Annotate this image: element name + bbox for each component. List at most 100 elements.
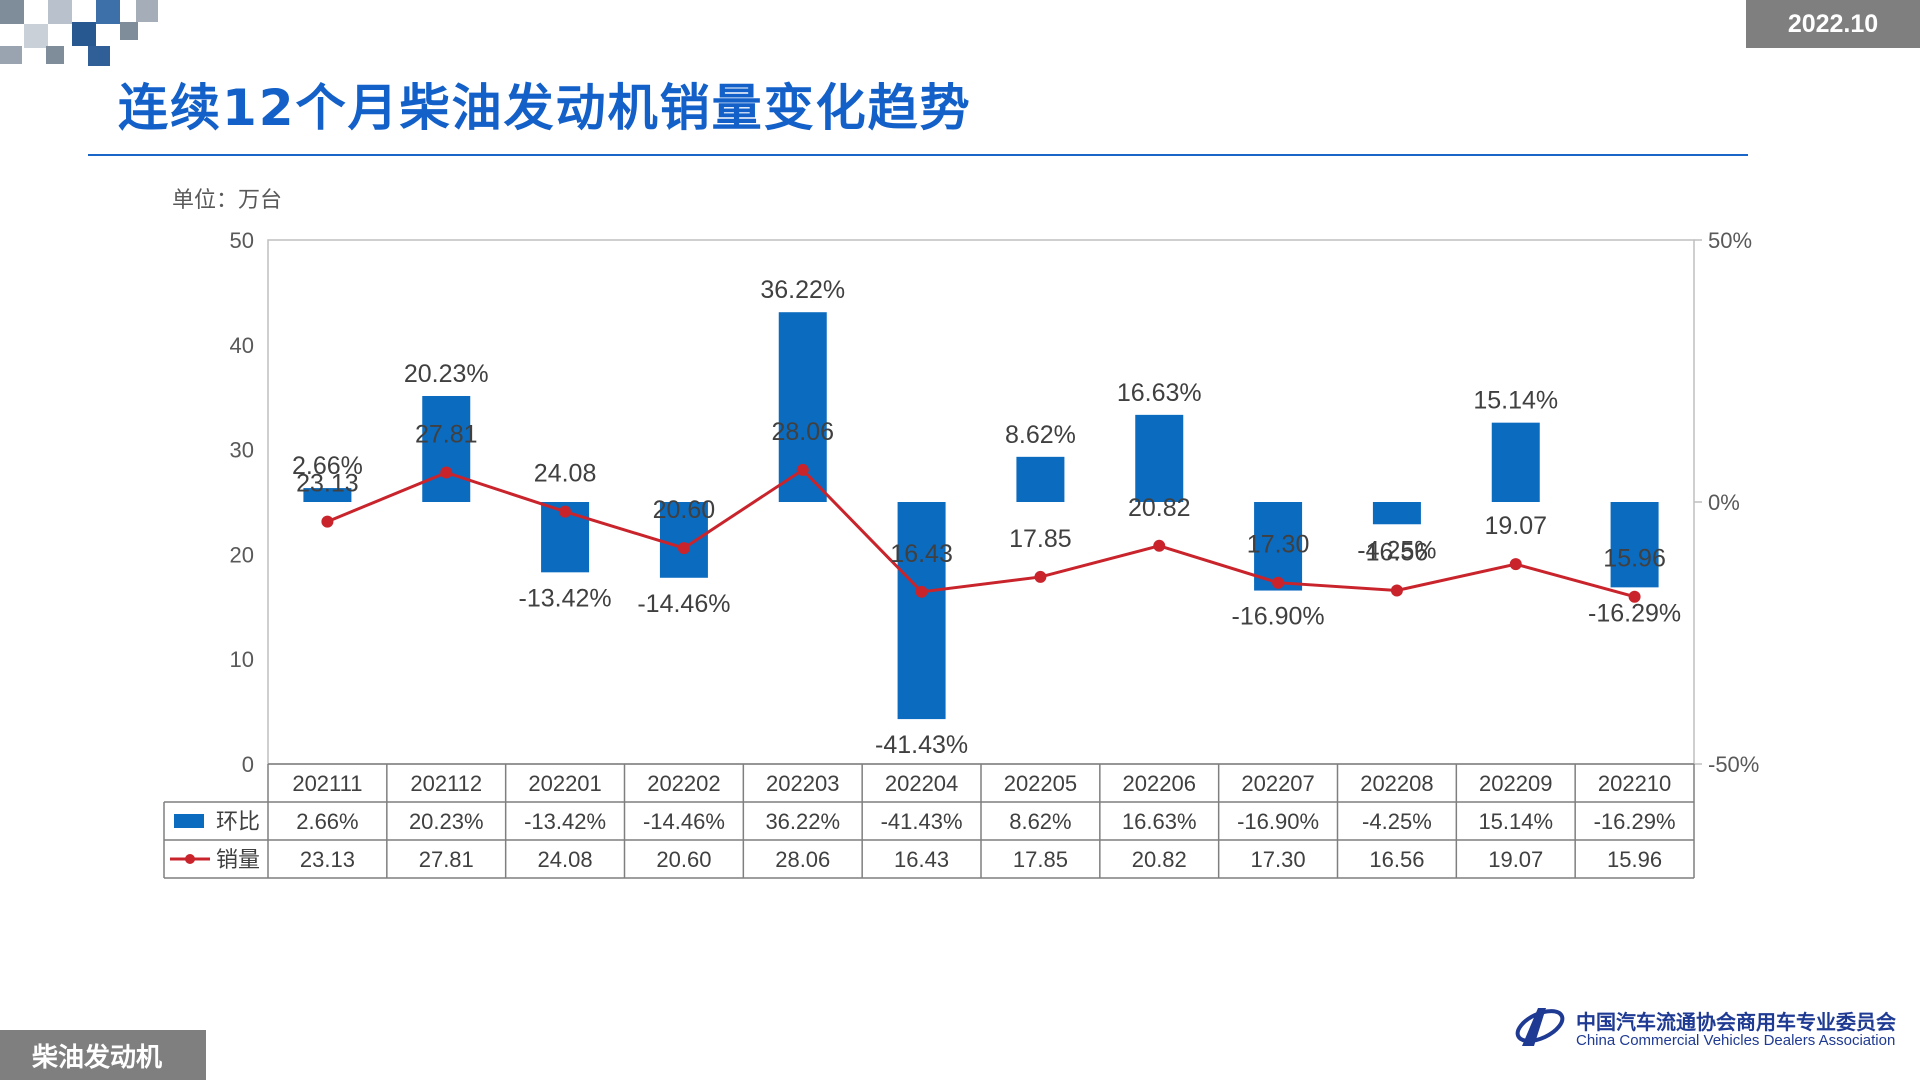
line-point [1628,590,1641,603]
line-data-label: 19.07 [1484,512,1547,540]
legend-bar-label: 环比 [216,810,260,835]
bar-data-label: -16.29% [1588,599,1681,627]
table-cell-sales: 23.13 [300,847,355,872]
y-left-tick-label: 0 [242,752,254,777]
bar [1254,502,1303,591]
table-cell-mom: -13.42% [524,809,606,834]
x-category-label: 202202 [647,771,720,796]
table-cell-mom: -4.25% [1362,809,1432,834]
x-category-label: 202203 [766,771,839,796]
legend-bar-swatch [174,814,204,828]
table-cell-sales: 17.30 [1251,847,1306,872]
table-cell-mom: 15.14% [1478,809,1553,834]
y-right-tick-label: -50% [1708,752,1759,777]
bar [659,502,708,578]
line-data-label: 16.43 [890,540,953,568]
table-cell-mom: 8.62% [1009,809,1071,834]
section-tag: 柴油发动机 [0,1030,206,1080]
unit-label: 单位：万台 [172,188,283,213]
y-right-tick-label: 50% [1708,228,1752,253]
y-right-tick-label: 0% [1708,490,1740,515]
line-point [677,542,690,555]
bar [303,488,352,502]
y-left-tick-label: 30 [230,438,254,463]
x-category-label: 202206 [1123,771,1196,796]
line-point [321,515,334,528]
bar-data-label: 36.22% [760,276,845,304]
table-cell-mom: 2.66% [296,809,358,834]
table-cell-mom: 20.23% [409,809,484,834]
combo-chart: 0 10 20 30 40 50 -50% 0% 50% 2.66% 20.23% -13.42% -1… [163,228,1759,879]
line-data-label: 16.56 [1366,538,1429,566]
bar-data-label: -4.25% [1357,536,1436,564]
line-data-label: 17.30 [1247,531,1310,559]
line-point [559,505,572,518]
line-data-label: 15.96 [1603,545,1666,573]
table-cell-sales: 16.56 [1369,847,1424,872]
x-category-label: 202209 [1479,771,1552,796]
x-category-label: 202201 [528,771,601,796]
x-category-label: 202112 [410,771,482,796]
table-cell-mom: 16.63% [1122,809,1197,834]
table-cell-sales: 15.96 [1607,847,1662,872]
line-data-label: 24.08 [534,460,597,488]
table-cell-sales: 24.08 [538,847,593,872]
bar-data-label: 15.14% [1473,387,1558,415]
line-point [1390,584,1403,597]
y-left-tick-label: 40 [230,333,254,358]
org-name-en: China Commercial Vehicles Dealers Associ… [1576,1032,1896,1049]
line-point [915,585,928,598]
line-point [796,463,809,476]
table-cell-sales: 28.06 [775,847,830,872]
x-category-label: 202204 [885,771,958,796]
line-data-label: 23.13 [296,470,359,498]
title-divider [88,154,1748,156]
y-left-tick-label: 10 [230,647,254,672]
sales-line [326,467,1635,599]
line-point [440,466,453,479]
y-left-tick-label: 20 [230,542,254,567]
bar-data-label: -16.90% [1232,603,1325,631]
table-cell-mom: -16.29% [1594,809,1676,834]
org-name-cn: 中国汽车流通协会商用车专业委员会 [1576,1010,1896,1034]
table-cell-sales: 20.60 [656,847,711,872]
bar-data-label: 20.23% [404,360,489,388]
bar [1135,414,1184,502]
y-left-tick-label: 50 [230,228,254,253]
line-data-label: 17.85 [1009,525,1072,553]
legend-line-marker [185,854,195,864]
line-data-label: 27.81 [415,421,478,449]
x-category-label: 202208 [1360,771,1433,796]
table-cell-sales: 20.82 [1132,847,1187,872]
plot-area [267,239,1695,765]
bar-data-label: -41.43% [875,731,968,759]
bar-data-label: 16.63% [1117,379,1202,407]
page-title: 连续12个月柴油发动机销量变化趋势 [118,79,972,137]
line-point [1034,570,1047,583]
bar [897,502,946,720]
bar-data-label: 2.66% [292,452,363,480]
table-cell-mom: -41.43% [881,809,963,834]
bar [1016,456,1065,502]
line-data-label: 20.60 [653,496,716,524]
table-cell-mom: 36.22% [765,809,840,834]
date-badge: 2022.10 [1746,0,1920,48]
line-data-label: 20.82 [1128,494,1191,522]
x-category-label: 202111 [292,771,362,796]
line-point [1509,558,1522,571]
table-cell-mom: -14.46% [643,809,725,834]
table-cell-sales: 19.07 [1488,847,1543,872]
table-cell-mom: -16.90% [1237,809,1319,834]
legend-line-label: 销量 [216,848,260,873]
line-point [1272,576,1285,589]
bar [1610,502,1659,588]
org-logo-icon [1515,1008,1565,1046]
x-category-label: 202210 [1598,771,1671,796]
bar-data-label: 8.62% [1005,421,1076,449]
bar-data-label: -13.42% [519,584,612,612]
x-category-label: 202205 [1004,771,1077,796]
line-point [1153,539,1166,552]
line-data-label: 28.06 [771,418,834,446]
bar-data-label: -14.46% [637,590,730,618]
bar [422,395,471,502]
